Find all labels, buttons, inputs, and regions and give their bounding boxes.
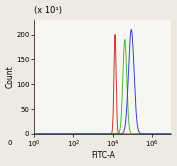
Text: 0: 0 (7, 140, 12, 146)
Text: (x 10¹): (x 10¹) (34, 6, 62, 15)
X-axis label: FITC-A: FITC-A (91, 151, 115, 161)
Y-axis label: Count: Count (5, 65, 15, 88)
